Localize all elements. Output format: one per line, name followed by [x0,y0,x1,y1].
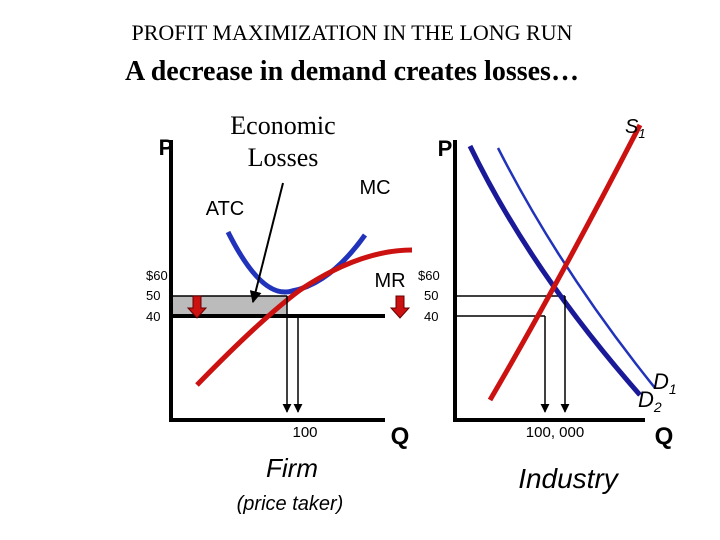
price-label: 50 [146,288,160,303]
curve-label: D1 [653,369,677,397]
curve-label: MC [359,177,390,199]
panel-note: (price taker) [237,493,344,515]
price-label: $60 [146,268,168,283]
demand-curve [467,144,642,397]
axis-label: P [159,135,174,160]
supply-curve [487,123,643,402]
loss-arrow [249,182,284,304]
curve-letter: S [625,116,639,138]
curve-label: ATC [206,198,245,220]
axis-label: P [438,136,453,161]
axis-label: Q [391,423,410,450]
curve-sub: 1 [669,381,677,397]
panel-name: Industry [518,463,620,494]
curve-label: S1 [625,116,646,141]
curve-letter: D [638,387,654,412]
quantity-label: 100, 000 [526,424,584,441]
losses-label: Economic [230,111,335,140]
industry-panel: P S1 D1 D2 $60 50 40 100, 000 Q Industry [418,116,677,494]
curve-label: D2 [638,387,662,415]
subtitle: A decrease in demand creates losses… [125,56,579,87]
curve-sub: 1 [638,126,645,141]
curve-letter: D [653,369,669,394]
price-label: $60 [418,268,440,283]
firm-panel: P Economic Losses ATC MC MR $60 50 40 10… [146,111,413,515]
price-label: 40 [424,309,438,324]
panel-name: Firm [266,453,318,483]
price-label: 50 [424,288,438,303]
price-label: 40 [146,309,160,324]
mc-curve [195,247,413,387]
curve-sub: 2 [653,399,662,415]
curve-label: MR [374,270,405,292]
quantity-label: 100 [292,424,317,441]
shift-arrow [186,295,208,319]
axis-label: Q [655,423,674,450]
atc-curve [225,230,368,295]
title: PROFIT MAXIMIZATION IN THE LONG RUN [131,20,572,45]
losses-label: Losses [248,143,319,172]
demand-curve [496,147,656,389]
shift-arrow [389,295,411,319]
